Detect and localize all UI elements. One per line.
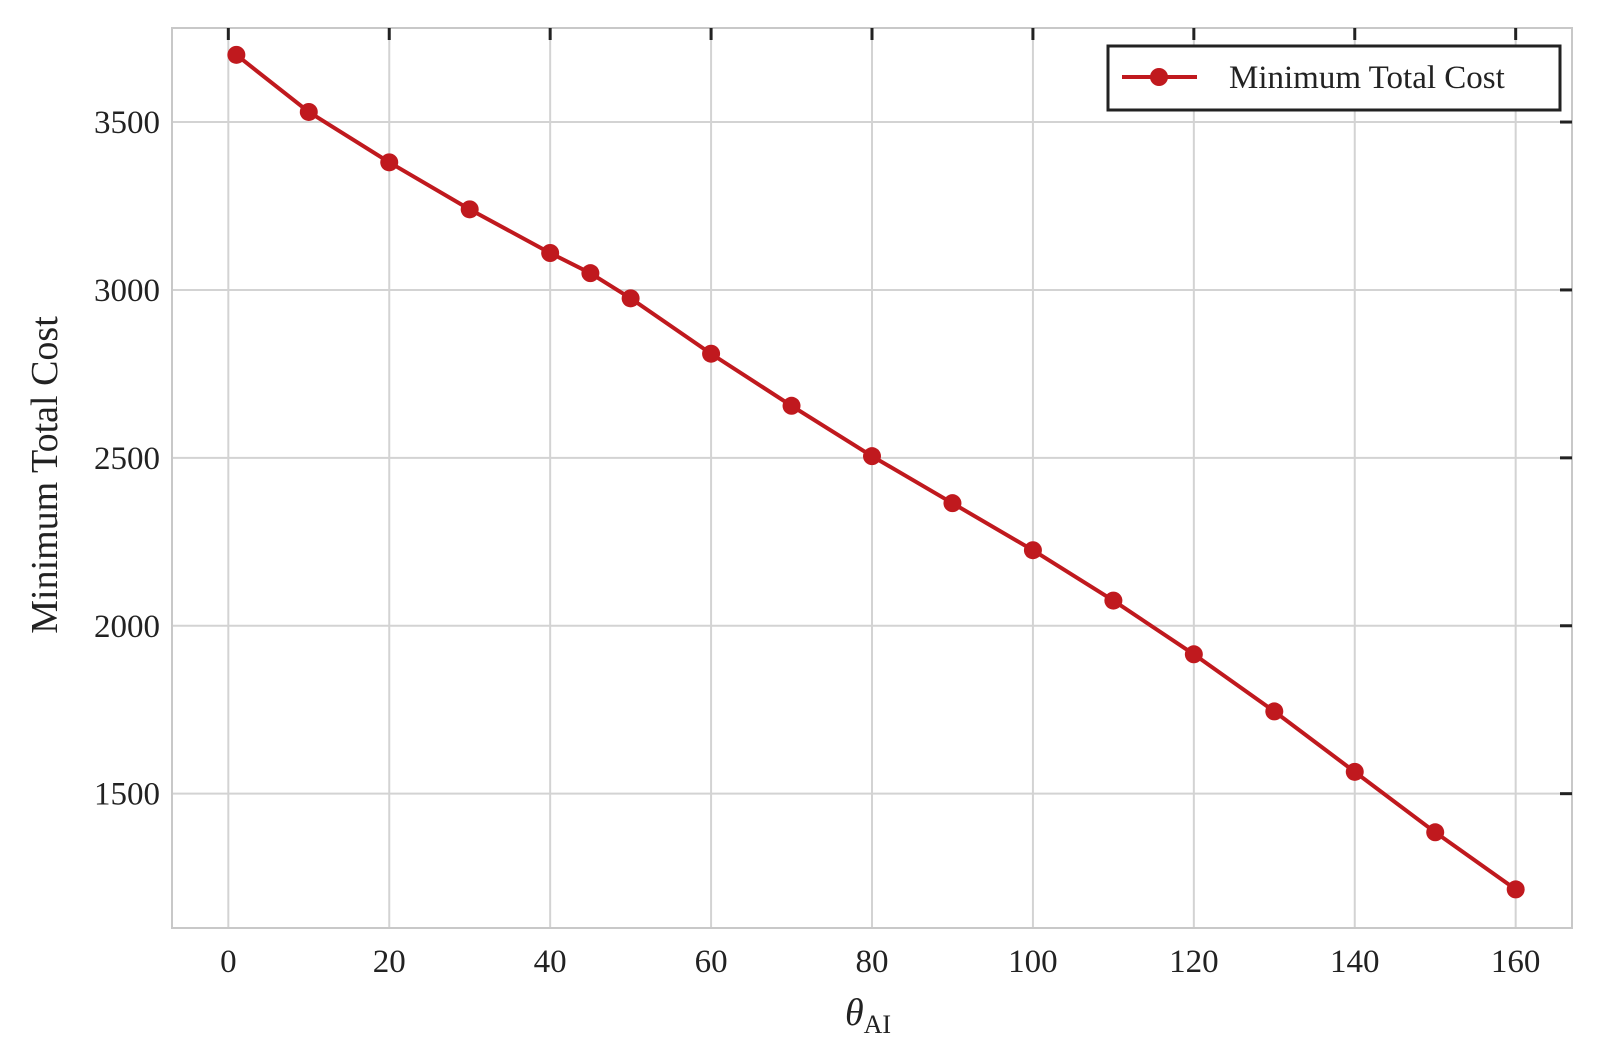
x-axis-label-subscript: AI [864,1010,891,1039]
data-point [1345,762,1364,781]
y-tick-label: 3500 [94,105,160,141]
data-point [299,102,318,121]
data-point [1265,702,1284,721]
data-point [581,264,600,283]
x-tick-label: 20 [373,944,406,980]
ticks [226,28,1572,796]
x-tick-label: 160 [1491,944,1541,980]
data-point [1184,645,1203,664]
x-tick-label: 120 [1169,944,1219,980]
x-tick-label: 100 [1008,944,1058,980]
data-point [227,45,246,64]
data-point [1426,823,1445,842]
legend-label: Minimum Total Cost [1229,60,1505,96]
tick-labels: 0 20 40 60 80 100 120 140 160 1500 2000 2500 3000 350… [94,105,1540,980]
x-tick-label: 40 [534,944,567,980]
data-point [863,447,881,466]
legend: Minimum Total Cost [1106,44,1562,112]
legend-marker [1150,68,1168,86]
data-point [1506,880,1525,899]
grid [172,28,1572,928]
x-tick-label: 0 [220,944,237,980]
x-axis-label: θAI [845,992,891,1039]
data-point [782,396,801,415]
series-layer [227,45,1525,899]
data-point [1023,541,1042,560]
y-tick-label: 3000 [94,273,160,309]
data-point [1104,591,1123,610]
x-tick-label: 80 [856,944,889,980]
y-axis-label: Minimum Total Cost [24,316,66,634]
data-point [702,344,721,363]
data-point [621,289,640,308]
data-point [541,244,560,262]
y-tick-label: 2000 [94,609,160,645]
x-tick-label: 140 [1330,944,1380,980]
data-point [380,153,399,172]
x-tick-label: 60 [695,944,728,980]
y-tick-label: 2500 [94,441,160,477]
y-tick-label: 1500 [94,777,160,813]
series-line [235,53,1517,892]
data-point [943,494,962,513]
x-axis-label-symbol: θ [845,992,864,1034]
data-point [460,200,479,219]
